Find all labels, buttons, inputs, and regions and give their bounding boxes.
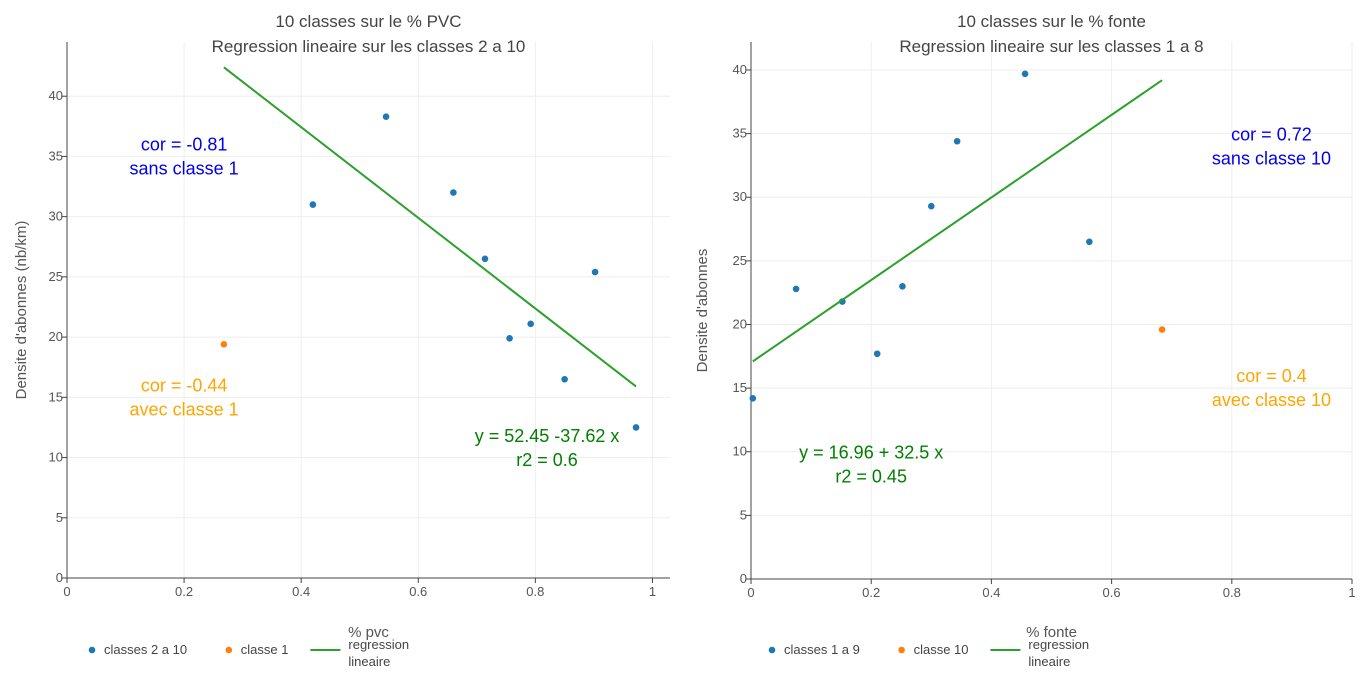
y-tick-label: 35 bbox=[49, 148, 63, 163]
annotation-line: r2 = 0.45 bbox=[835, 466, 907, 486]
regression-line bbox=[752, 79, 1163, 363]
annotation-line: cor = 0.4 bbox=[1236, 366, 1307, 386]
legend-label: classes 2 a 10 bbox=[104, 642, 187, 657]
x-tick-label: 1 bbox=[1348, 585, 1355, 600]
y-tick-label: 35 bbox=[733, 126, 747, 141]
data-point bbox=[382, 113, 390, 120]
chart-subtitle: Regression lineaire sur les classes 2 a … bbox=[212, 37, 526, 56]
chart-subtitle: Regression lineaire sur les classes 1 a … bbox=[899, 37, 1203, 56]
x-tick-label: 0.2 bbox=[862, 585, 880, 600]
legend-label: regression lineaire bbox=[348, 637, 409, 669]
y-tick-label: 30 bbox=[733, 189, 747, 204]
legend-label: classe 10 bbox=[914, 642, 969, 657]
legend-marker bbox=[88, 646, 96, 654]
annotation-line: avec classe 1 bbox=[130, 399, 239, 419]
data-point bbox=[220, 341, 228, 348]
y-tick-label: 20 bbox=[733, 316, 747, 331]
legend: classes 1 a 9 classe 10 regression lineaire bbox=[768, 637, 1089, 669]
legend: classes 2 a 10 classe 1 regression lineaire bbox=[88, 637, 409, 669]
annotation-line: y = 52.45 -37.62 x bbox=[475, 426, 620, 446]
data-point bbox=[1158, 326, 1166, 333]
x-tick-label: 1 bbox=[649, 584, 656, 599]
x-tick-label: 0 bbox=[63, 584, 70, 599]
data-point bbox=[749, 395, 757, 402]
x-tick-label: 0.6 bbox=[409, 584, 427, 599]
data-point bbox=[450, 189, 457, 196]
y-axis-title: Densite d'abonnes bbox=[694, 249, 711, 373]
y-tick-label: 5 bbox=[56, 510, 63, 525]
data-point bbox=[1021, 70, 1029, 78]
data-point bbox=[481, 255, 489, 263]
data-point bbox=[792, 285, 800, 293]
legend-marker bbox=[768, 646, 776, 654]
x-tick-label: 0.4 bbox=[292, 584, 310, 599]
chart-title: 10 classes sur le % PVC bbox=[275, 12, 461, 31]
legend-marker bbox=[898, 646, 905, 654]
y-tick-label: 20 bbox=[49, 329, 63, 344]
annotation-line: y = 16.96 + 32.5 x bbox=[799, 442, 943, 462]
legend-marker bbox=[225, 646, 233, 654]
data-point bbox=[1086, 238, 1093, 246]
y-tick-label: 15 bbox=[49, 389, 63, 404]
y-tick-label: 40 bbox=[49, 88, 63, 103]
x-axis-title: % pvc bbox=[348, 624, 389, 641]
y-tick-label: 10 bbox=[733, 444, 747, 459]
data-point bbox=[873, 350, 881, 358]
y-tick-label: 40 bbox=[733, 62, 747, 77]
y-tick-label: 0 bbox=[740, 571, 747, 586]
y-tick-label: 15 bbox=[733, 380, 747, 395]
x-axis-title: % fonte bbox=[1026, 624, 1077, 641]
legend-label: classes 1 a 9 bbox=[784, 642, 860, 657]
annotation-line: cor = -0.81 bbox=[141, 134, 228, 154]
y-tick-label: 0 bbox=[56, 570, 63, 585]
data-point bbox=[309, 201, 317, 208]
x-tick-label: 0.8 bbox=[526, 584, 544, 599]
data-point bbox=[591, 268, 599, 276]
data-point bbox=[527, 320, 534, 328]
y-axis-title: Densite d'abonnes (nb/km) bbox=[13, 221, 30, 400]
y-tick-label: 10 bbox=[49, 450, 63, 465]
x-tick-label: 0.4 bbox=[982, 585, 1000, 600]
y-tick-label: 5 bbox=[740, 507, 747, 522]
y-tick-label: 30 bbox=[49, 209, 63, 224]
annotation-line: cor = -0.44 bbox=[141, 375, 228, 395]
data-point bbox=[561, 375, 568, 383]
annotation-line: cor = 0.72 bbox=[1231, 124, 1312, 144]
annotation-line: avec classe 10 bbox=[1212, 390, 1331, 410]
data-point bbox=[953, 137, 961, 145]
data-point bbox=[928, 202, 935, 210]
data-point bbox=[899, 283, 906, 290]
data-point bbox=[506, 335, 513, 342]
x-tick-label: 0.6 bbox=[1103, 585, 1121, 600]
annotation-line: sans classe 10 bbox=[1212, 148, 1331, 168]
x-tick-label: 0.8 bbox=[1223, 585, 1241, 600]
y-tick-label: 25 bbox=[733, 253, 747, 268]
legend-label: classe 1 bbox=[241, 642, 289, 657]
y-tick-label: 25 bbox=[49, 269, 63, 284]
annotation-line: r2 = 0.6 bbox=[516, 450, 578, 470]
data-point bbox=[632, 424, 640, 431]
regression-line bbox=[223, 66, 637, 388]
x-tick-label: 0.2 bbox=[175, 584, 193, 599]
legend-label: regression lineaire bbox=[1028, 637, 1089, 669]
chart-title: 10 classes sur le % fonte bbox=[957, 12, 1146, 31]
annotation-line: sans classe 1 bbox=[130, 158, 239, 178]
x-tick-label: 0 bbox=[747, 585, 754, 600]
